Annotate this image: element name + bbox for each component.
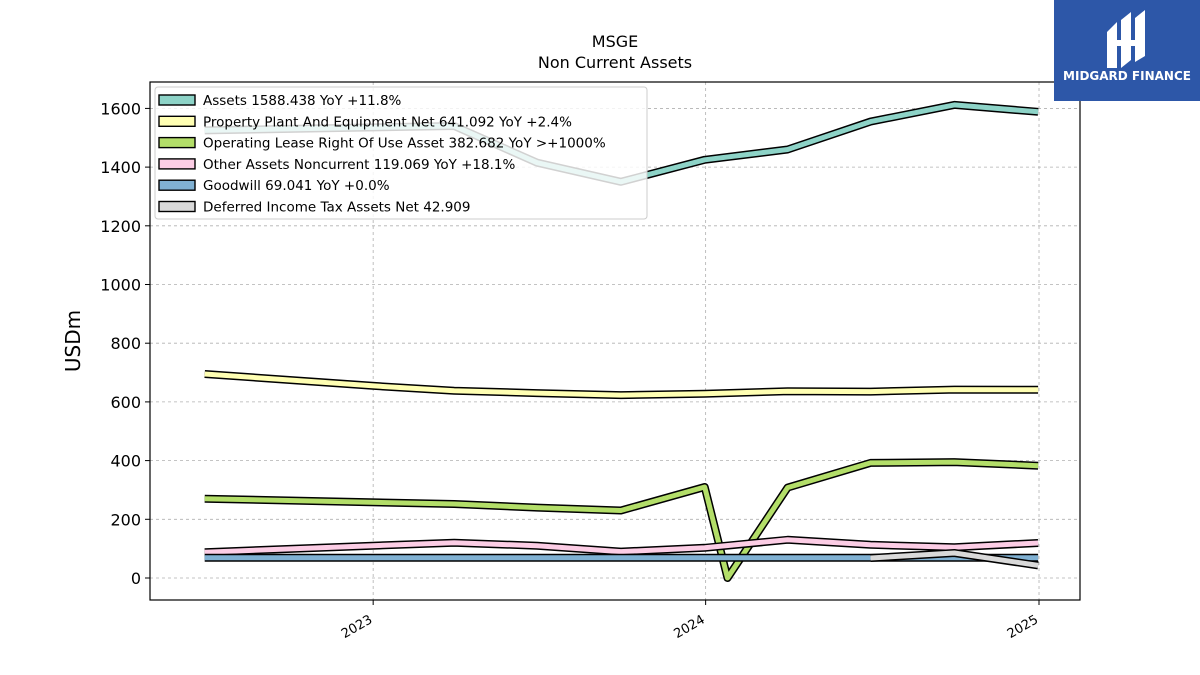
series-line-other-assets-noncurrent	[204, 537, 1039, 555]
y-axis-label: USDm	[61, 310, 85, 372]
legend-swatch	[158, 179, 196, 191]
x-tick-label: 2025	[1005, 612, 1041, 642]
y-tick-label: 1000	[100, 276, 141, 295]
y-axis: 0 200 400 600 800 1000 1200 1400 1600	[100, 99, 150, 588]
brand-logo: MIDGARD FINANCE	[1054, 0, 1200, 101]
legend-swatch	[158, 158, 196, 170]
series-line-deferred-income-tax-assets-net	[870, 550, 1039, 568]
series-line-operating-lease-right-of-use-asset	[204, 459, 1039, 581]
y-tick-label: 400	[110, 452, 141, 471]
y-tick-label: 800	[110, 334, 141, 353]
x-tick-label: 2024	[671, 612, 707, 642]
legend: Assets 1588.438 YoY +11.8% Property Plant…	[154, 86, 648, 220]
legend-label: Operating Lease Right Of Use Asset 382.6…	[203, 136, 606, 152]
series-lines	[204, 100, 1039, 582]
legend-swatch	[158, 136, 196, 149]
legend-box	[154, 86, 648, 220]
y-tick-label: 1600	[100, 99, 141, 118]
series-line-property-plant-and-equipment-net	[204, 371, 1039, 398]
legend-swatch	[158, 200, 196, 213]
logo-text: MIDGARD FINANCE	[1063, 69, 1191, 83]
legend-label: Property Plant And Equipment Net 641.092…	[203, 114, 572, 130]
legend-label: Deferred Income Tax Assets Net 42.909	[203, 200, 470, 216]
y-tick-label: 0	[131, 569, 141, 588]
chart-title: MSGE	[592, 32, 638, 51]
logo-mark-icon	[1107, 10, 1145, 68]
y-tick-label: 1200	[100, 217, 141, 236]
x-tick-label: 2023	[339, 612, 375, 642]
legend-label: Other Assets Noncurrent 119.069 YoY +18.…	[203, 157, 515, 173]
legend-swatch	[158, 94, 196, 106]
legend-swatch	[158, 115, 196, 128]
plot-frame	[149, 81, 1081, 601]
legend-label: Goodwill 69.041 YoY +0.0%	[203, 178, 390, 194]
y-tick-label: 1400	[100, 158, 141, 177]
x-axis: 2023 2024 2025	[339, 600, 1041, 642]
y-tick-label: 200	[110, 510, 141, 529]
legend-label: Assets 1588.438 YoY +11.8%	[203, 93, 402, 109]
chart-subtitle: Non Current Assets	[538, 53, 692, 72]
y-tick-label: 600	[110, 393, 141, 412]
